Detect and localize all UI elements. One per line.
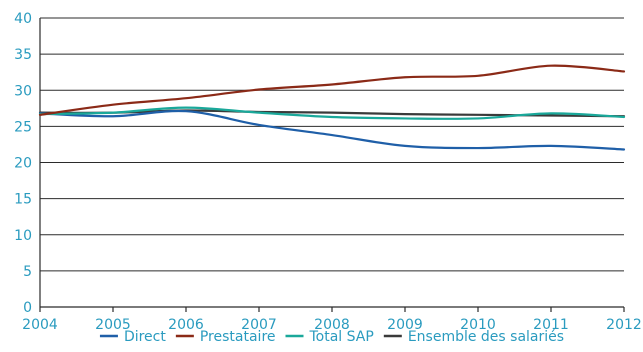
y-tick-label: 20 [14,156,32,172]
y-tick-labels: 0 5 10 15 20 25 30 35 40 [14,11,32,316]
legend-item-ensemble-des-salaries: Ensemble des salariés [383,329,564,345]
y-tick-label: 40 [14,11,32,27]
axes [39,18,625,312]
legend-label: Direct [124,329,166,345]
series-line-direct [38,109,626,151]
y-tick-label: 15 [14,192,32,208]
series-line-prestataire [38,64,626,116]
y-tick-label: 30 [14,83,32,99]
legend-item-prestataire: Prestataire [175,329,276,345]
y-tick-label: 0 [23,300,32,316]
gridlines [40,17,624,272]
x-tick-label: 2007 [241,317,277,333]
x-tick-label: 2012 [606,317,642,333]
legend-label: Prestataire [200,329,276,345]
y-tick-label: 5 [23,264,32,280]
x-tick-label: 2008 [314,317,350,333]
x-tick-label: 2010 [460,317,496,333]
x-tick-label: 2006 [168,317,204,333]
x-tick-label: 2011 [533,317,569,333]
x-tick-label: 2009 [387,317,423,333]
x-tick-label: 2005 [95,317,131,333]
x-tick-label: 2004 [22,317,58,333]
legend-item-direct: Direct [99,329,166,345]
legend-item-total-sap: Total SAP [285,329,374,345]
series-line-total-sap [38,106,626,120]
y-tick-label: 25 [14,119,32,135]
series-lines [38,64,626,151]
y-tick-label: 35 [14,47,32,63]
y-tick-label: 10 [14,228,32,244]
legend: Direct Prestataire Total SAP Ensemble des s… [99,329,564,345]
x-tick-labels: 2004 2005 2006 2007 2008 2009 2010 2011 2012 [22,317,642,333]
legend-label: Total SAP [309,329,374,345]
legend-label: Ensemble des salariés [408,329,564,345]
